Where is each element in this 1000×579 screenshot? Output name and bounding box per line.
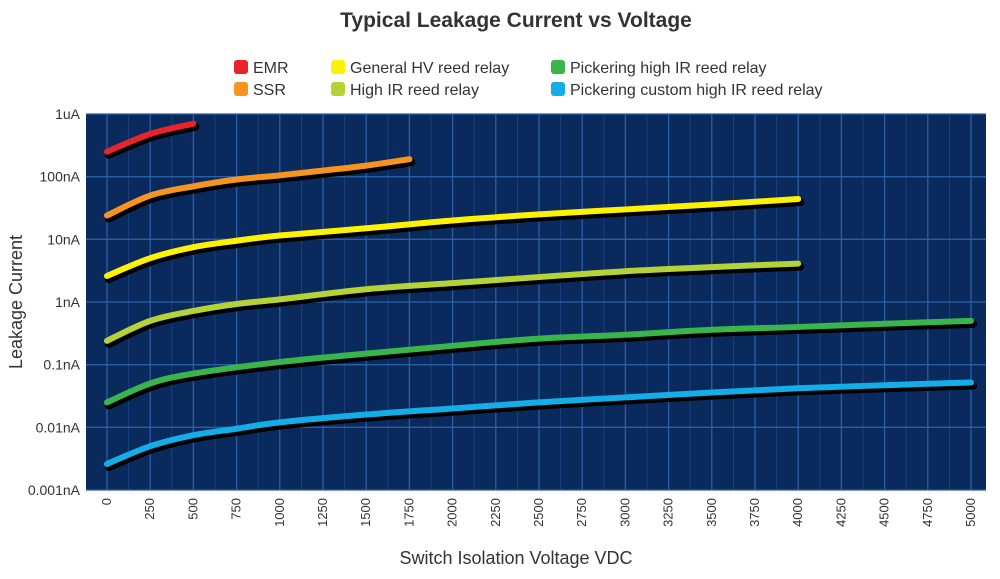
x-tick-label: 3250 bbox=[661, 498, 676, 527]
y-tick-label: 0.01nA bbox=[36, 419, 81, 435]
y-tick-label: 1uA bbox=[55, 106, 81, 122]
legend: EMR SSR General HV reed relay High IR reed … bbox=[234, 60, 823, 99]
series-5 bbox=[104, 379, 977, 471]
x-tick-label: 4250 bbox=[833, 498, 848, 527]
legend-label: Pickering high IR reed relay bbox=[570, 60, 767, 77]
legend-label: SSR bbox=[253, 82, 286, 99]
x-tick-label: 1500 bbox=[358, 498, 373, 527]
series-line bbox=[104, 317, 974, 406]
chart-title: Typical Leakage Current vs Voltage bbox=[340, 9, 692, 32]
series-line bbox=[104, 196, 802, 279]
legend-item: Pickering high IR reed relay bbox=[551, 60, 767, 77]
legend-item: General HV reed relay bbox=[331, 60, 509, 77]
legend-swatch bbox=[331, 60, 345, 74]
series-1 bbox=[104, 156, 416, 223]
x-tick-label: 4000 bbox=[790, 498, 805, 527]
legend-label: Pickering custom high IR reed relay bbox=[570, 82, 823, 99]
series-3 bbox=[104, 260, 805, 348]
legend-label: High IR reed relay bbox=[350, 82, 479, 99]
series-line bbox=[104, 120, 197, 155]
legend-swatch bbox=[551, 60, 565, 74]
x-tick-label: 500 bbox=[185, 498, 200, 520]
x-tick-label: 2000 bbox=[445, 498, 460, 527]
series-line bbox=[104, 379, 974, 467]
x-tick-label: 2750 bbox=[574, 498, 589, 527]
y-tick-label: 0.1nA bbox=[43, 357, 80, 373]
series-2 bbox=[104, 196, 805, 283]
x-tick-label: 1750 bbox=[401, 498, 416, 527]
x-tick-label: 0 bbox=[99, 498, 114, 505]
series-4 bbox=[104, 317, 977, 410]
series-line-shadow bbox=[105, 158, 416, 223]
legend-swatch bbox=[331, 82, 345, 96]
x-tick-label: 3500 bbox=[704, 498, 719, 527]
x-tick-label: 2500 bbox=[531, 498, 546, 527]
series-0 bbox=[104, 120, 200, 159]
x-tick-label: 4500 bbox=[877, 498, 892, 527]
x-tick-label: 750 bbox=[229, 498, 244, 520]
y-tick-label: 10nA bbox=[47, 231, 80, 247]
legend-item: SSR bbox=[234, 82, 286, 99]
x-tick-label: 1000 bbox=[272, 498, 287, 527]
legend-label: General HV reed relay bbox=[350, 60, 509, 77]
legend-item: EMR bbox=[234, 60, 289, 77]
series-line bbox=[104, 260, 802, 344]
legend-swatch bbox=[551, 82, 565, 96]
series-line-shadow bbox=[105, 381, 977, 471]
x-tick-label: 5000 bbox=[963, 498, 978, 527]
series-line-shadow bbox=[105, 198, 805, 283]
y-tick-label: 100nA bbox=[40, 169, 81, 185]
x-tick-label: 4750 bbox=[920, 498, 935, 527]
series-line bbox=[104, 156, 413, 219]
x-tick-label: 2250 bbox=[488, 498, 503, 527]
x-tick-label: 250 bbox=[142, 498, 157, 520]
y-tick-label: 0.001nA bbox=[28, 482, 81, 498]
series-line-shadow bbox=[105, 262, 805, 348]
series-line-shadow bbox=[105, 122, 200, 159]
legend-label: EMR bbox=[253, 60, 289, 77]
legend-item: High IR reed relay bbox=[331, 82, 479, 99]
series-lines bbox=[104, 120, 977, 471]
x-tick-label: 3750 bbox=[747, 498, 762, 527]
y-axis-ticks: 1uA 100nA 10nA 1nA 0.1nA 0.01nA 0.001nA bbox=[28, 106, 81, 498]
x-tick-label: 3000 bbox=[617, 498, 632, 527]
x-axis-ticks: 0 250 500 750 1000 1250 1500 1750 2000 2250 2500 27… bbox=[99, 498, 978, 527]
y-axis-label: Leakage Current bbox=[6, 235, 26, 369]
legend-swatch bbox=[234, 60, 248, 74]
legend-swatch bbox=[234, 82, 248, 96]
x-tick-label: 1250 bbox=[315, 498, 330, 527]
y-tick-label: 1nA bbox=[55, 294, 81, 310]
series-line-shadow bbox=[105, 319, 977, 410]
legend-item: Pickering custom high IR reed relay bbox=[551, 82, 823, 99]
x-axis-label: Switch Isolation Voltage VDC bbox=[399, 548, 632, 568]
